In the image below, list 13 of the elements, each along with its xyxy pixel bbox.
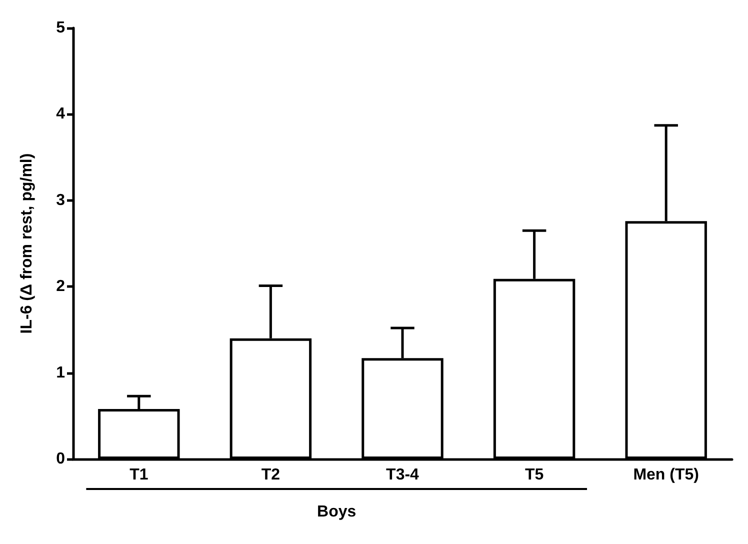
x-tick-label: T5 bbox=[524, 466, 544, 484]
x-tick-label: T3-4 bbox=[386, 466, 420, 484]
x-tick-label: T1 bbox=[130, 466, 148, 484]
y-axis-title: IL-6 (Δ from rest, pg/ml) bbox=[18, 153, 36, 334]
y-tick-label: 0 bbox=[56, 450, 66, 468]
y-tick-label: 3 bbox=[56, 192, 66, 209]
x-tick-label: Men (T5) bbox=[633, 466, 699, 484]
x-tick-label: T2 bbox=[261, 466, 280, 484]
y-tick-label: 1 bbox=[56, 364, 66, 382]
y-tick-label: 2 bbox=[56, 278, 66, 296]
text: Boys bbox=[317, 504, 356, 520]
y-tick-label: 5 bbox=[56, 20, 66, 36]
y-tick-label: 4 bbox=[56, 106, 66, 123]
